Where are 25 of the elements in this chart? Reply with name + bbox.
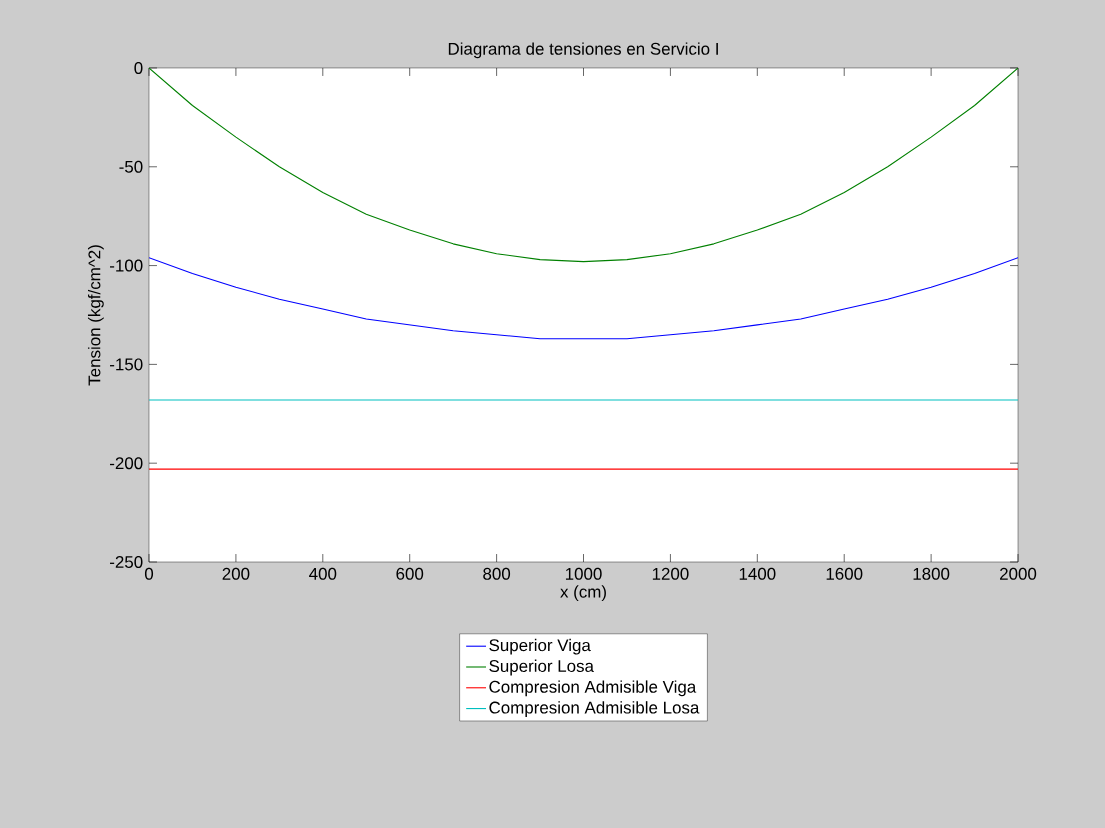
y-tick-label: -250 — [110, 555, 143, 568]
x-tick-label: 0 — [144, 567, 154, 580]
y-tick-label: -50 — [119, 160, 143, 173]
x-tick-label: 1800 — [913, 567, 950, 580]
x-tick-label: 200 — [222, 567, 250, 580]
y-tick-label: -200 — [110, 457, 143, 470]
x-tick-label: 1400 — [739, 567, 776, 580]
legend-label: Superior Viga — [489, 638, 591, 655]
x-tick-label: 1000 — [565, 567, 602, 580]
legend-label: Superior Losa — [489, 659, 594, 676]
x-tick-label: 400 — [309, 567, 337, 580]
x-tick-label: 800 — [483, 567, 511, 580]
y-tick-label: 0 — [134, 61, 143, 74]
x-tick-label: 1600 — [826, 567, 863, 580]
x-tick-label: 600 — [396, 567, 424, 580]
legend-label: Compresion Admisible Losa — [489, 701, 700, 717]
legend-label: Compresion Admisible Viga — [489, 680, 697, 697]
chart-title: Diagrama de tensiones en Servicio I — [448, 42, 718, 59]
line-series — [149, 67, 1019, 263]
x-tick-label: 1200 — [652, 567, 689, 580]
y-tick-label: -100 — [110, 259, 143, 272]
x-axis-title: x (cm) — [560, 585, 606, 602]
y-axis-title: Tension (kgf/cm^2) — [87, 245, 104, 386]
x-tick-label: 2000 — [1000, 567, 1037, 580]
y-tick-label: -150 — [110, 358, 143, 371]
